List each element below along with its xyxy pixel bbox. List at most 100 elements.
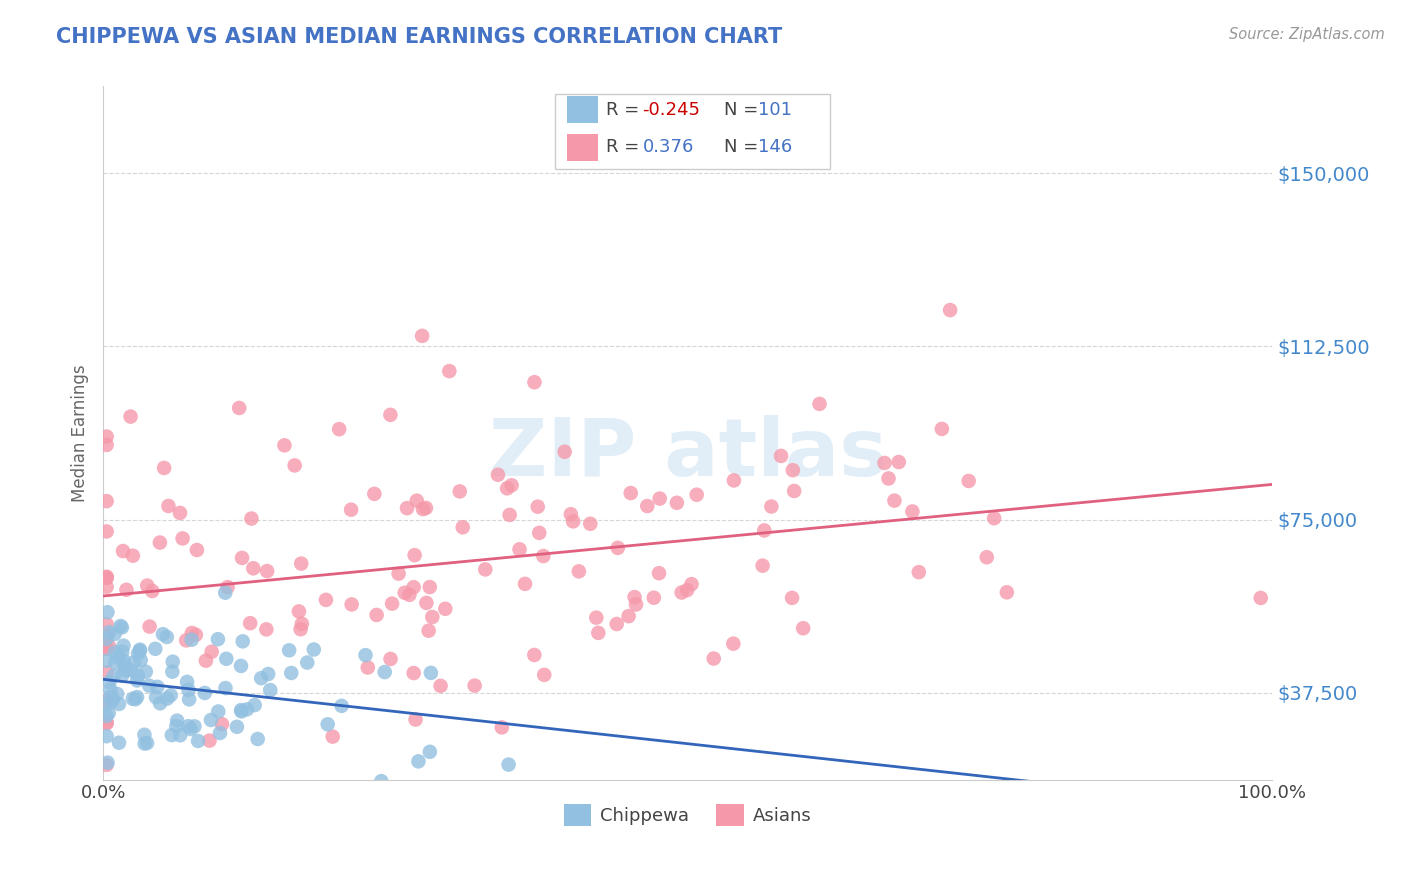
- Point: [127, 673, 149, 688]
- Point: [560, 507, 582, 521]
- Point: [620, 486, 643, 500]
- Point: [380, 408, 402, 422]
- Point: [134, 737, 156, 751]
- Point: [501, 478, 523, 492]
- Point: [439, 364, 461, 378]
- Point: [112, 657, 135, 672]
- Point: [474, 562, 496, 576]
- Point: [96, 709, 118, 723]
- Point: [98, 682, 121, 697]
- Point: [217, 580, 239, 594]
- Point: [122, 656, 145, 670]
- Point: [96, 665, 118, 680]
- Point: [328, 422, 350, 436]
- Point: [297, 656, 319, 670]
- Point: [554, 444, 576, 458]
- Point: [114, 664, 136, 678]
- Point: [141, 584, 163, 599]
- Point: [523, 376, 546, 390]
- Point: [149, 535, 172, 549]
- Point: [792, 621, 814, 635]
- Point: [723, 474, 745, 488]
- Text: 0.376: 0.376: [643, 138, 695, 156]
- Point: [754, 524, 776, 538]
- Point: [402, 666, 425, 681]
- Point: [177, 682, 200, 697]
- Point: [280, 665, 302, 680]
- Text: R =: R =: [606, 138, 645, 156]
- Point: [273, 438, 295, 452]
- Point: [207, 705, 229, 719]
- Point: [232, 634, 254, 648]
- Point: [97, 706, 120, 720]
- Point: [451, 520, 474, 534]
- Point: [96, 715, 118, 730]
- Point: [983, 511, 1005, 525]
- Point: [531, 549, 554, 563]
- Point: [101, 694, 124, 708]
- Point: [418, 624, 440, 638]
- Point: [449, 484, 471, 499]
- Point: [143, 641, 166, 656]
- Point: [162, 655, 184, 669]
- Point: [533, 668, 555, 682]
- Point: [751, 558, 773, 573]
- Point: [98, 675, 121, 690]
- Point: [97, 756, 120, 770]
- Point: [127, 668, 149, 682]
- Point: [187, 734, 209, 748]
- Point: [105, 650, 128, 665]
- Point: [96, 697, 118, 711]
- Point: [96, 628, 118, 642]
- Point: [585, 610, 607, 624]
- Point: [278, 643, 301, 657]
- Point: [108, 697, 131, 711]
- Point: [136, 578, 159, 592]
- Point: [496, 481, 519, 495]
- Point: [284, 458, 307, 473]
- Y-axis label: Median Earnings: Median Earnings: [72, 364, 89, 502]
- Point: [259, 683, 281, 698]
- Point: [127, 647, 149, 661]
- Point: [104, 627, 127, 641]
- Point: [250, 671, 273, 685]
- Point: [498, 757, 520, 772]
- Point: [957, 474, 980, 488]
- Point: [498, 508, 520, 522]
- Point: [395, 501, 418, 516]
- Point: [120, 409, 142, 424]
- Point: [242, 561, 264, 575]
- Point: [434, 601, 457, 615]
- Point: [288, 604, 311, 618]
- Legend: Chippewa, Asians: Chippewa, Asians: [557, 797, 818, 833]
- Text: 101: 101: [758, 101, 792, 119]
- Point: [96, 617, 118, 632]
- Point: [96, 580, 118, 594]
- Point: [152, 627, 174, 641]
- Point: [291, 616, 314, 631]
- Point: [129, 642, 152, 657]
- Point: [98, 625, 121, 640]
- Text: N =: N =: [724, 138, 763, 156]
- Point: [160, 728, 183, 742]
- Point: [782, 463, 804, 477]
- Text: Source: ZipAtlas.com: Source: ZipAtlas.com: [1229, 27, 1385, 42]
- Point: [129, 644, 152, 658]
- Point: [394, 586, 416, 600]
- Point: [104, 656, 127, 670]
- Point: [887, 455, 910, 469]
- Point: [415, 596, 437, 610]
- Point: [636, 499, 658, 513]
- Point: [129, 653, 152, 667]
- Point: [901, 504, 924, 518]
- Point: [239, 616, 262, 631]
- Point: [290, 557, 312, 571]
- Point: [121, 691, 143, 706]
- Point: [648, 566, 671, 581]
- Point: [529, 525, 551, 540]
- Point: [340, 502, 363, 516]
- Point: [703, 651, 725, 665]
- Point: [146, 680, 169, 694]
- Point: [174, 633, 197, 648]
- Point: [135, 665, 157, 679]
